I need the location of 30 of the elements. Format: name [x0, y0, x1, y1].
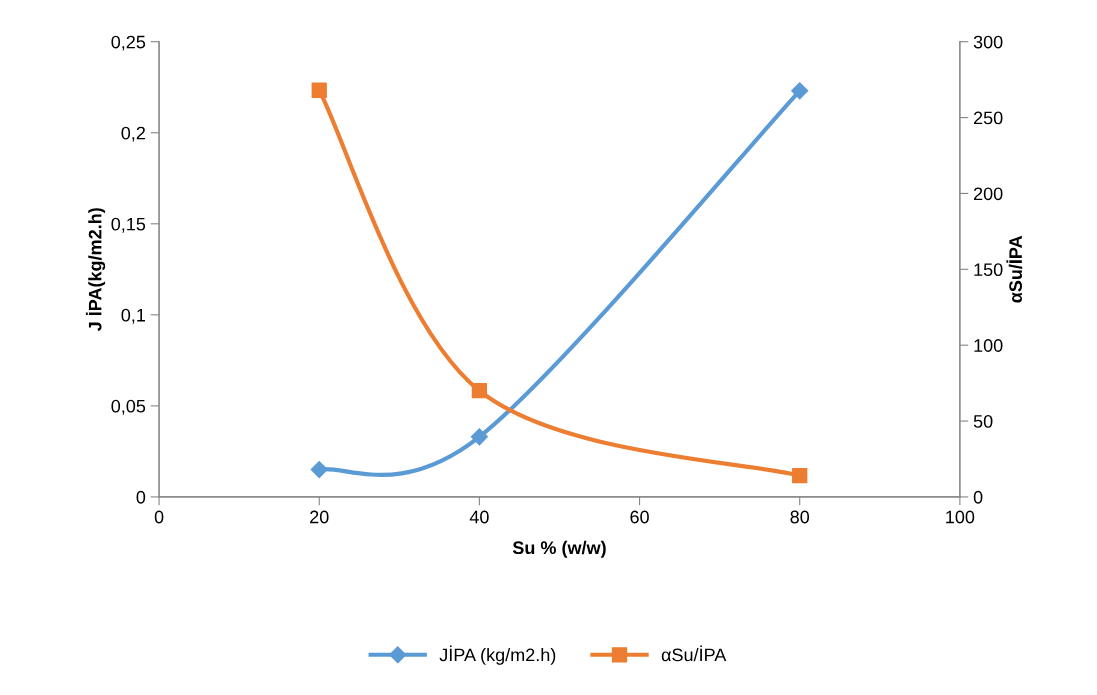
- point: [311, 82, 327, 98]
- y-axis-title: J İPA(kg/m2.h): [85, 208, 106, 332]
- legend-label: αSu/İPA: [661, 645, 727, 662]
- x-axis-title: Su % (w/w): [512, 540, 606, 558]
- y-tick-label: 0,25: [111, 35, 146, 51]
- point: [470, 428, 488, 446]
- y-tick-label: 0,15: [111, 217, 146, 233]
- y2-tick-label: 150: [974, 263, 1003, 277]
- y2-tick-label: 50: [973, 414, 993, 428]
- x-tick-label: 60: [630, 510, 649, 524]
- y-tick-label: 0,2: [121, 126, 145, 142]
- point: [791, 82, 809, 100]
- y-tick-label: 0,1: [121, 308, 145, 324]
- y2-tick-label: 200: [973, 187, 1003, 201]
- legend-label: JİPA (kg/m2.h): [439, 645, 556, 665]
- x-tick-label: 40: [469, 510, 489, 524]
- y2-tick-label: 300: [973, 35, 1003, 49]
- point: [471, 383, 488, 399]
- y2-axis-title: αSu/İPA: [1006, 235, 1023, 303]
- y2-tick-label: 100: [974, 339, 1003, 352]
- x-tick-label: 80: [790, 510, 810, 524]
- x-tick-label: 20: [310, 510, 329, 524]
- y-tick-label: 0: [136, 490, 146, 504]
- point: [310, 461, 328, 479]
- x-tick-label: 100: [946, 510, 975, 524]
- point: [792, 468, 808, 484]
- y-tick-label: 0,05: [111, 399, 146, 415]
- x-tick-label: 0: [154, 510, 164, 524]
- y2-tick-label: 0: [973, 490, 983, 504]
- y2-tick-label: 250: [973, 111, 1003, 125]
